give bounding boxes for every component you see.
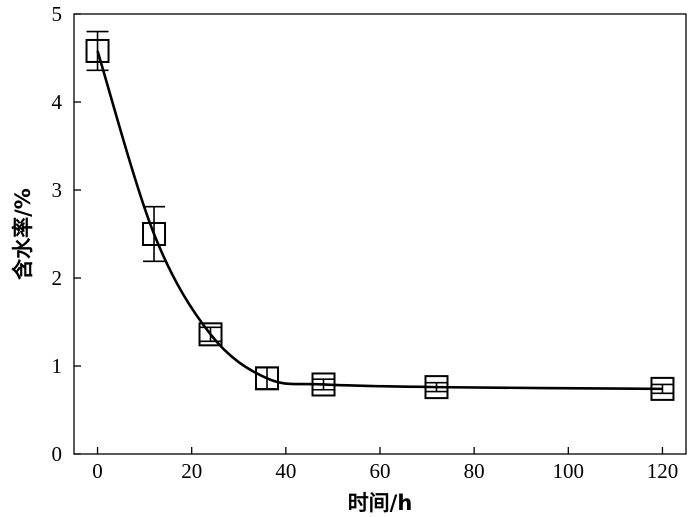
data-point-square xyxy=(311,372,336,397)
plot-frame xyxy=(73,13,687,455)
data-markers xyxy=(85,38,675,401)
error-bar xyxy=(312,378,335,391)
data-point-square xyxy=(255,366,280,391)
error-bar xyxy=(143,205,166,263)
x-tick-label: 100 xyxy=(553,459,585,483)
y-axis-title: 含水率/% xyxy=(11,188,35,280)
error-bar xyxy=(651,383,674,395)
error-bar xyxy=(256,366,279,390)
data-point-square xyxy=(85,38,110,63)
error-bar xyxy=(199,326,222,343)
error-bars xyxy=(86,30,674,395)
data-point-square xyxy=(650,376,675,401)
x-tick-label: 120 xyxy=(647,459,679,483)
data-point-square xyxy=(198,322,223,347)
y-tick-label: 4 xyxy=(52,90,63,114)
error-bar xyxy=(425,381,448,393)
x-tick-label: 0 xyxy=(92,459,103,483)
x-tick-label: 80 xyxy=(464,459,485,483)
y-tick-label: 2 xyxy=(52,266,63,290)
x-tick-label: 40 xyxy=(275,459,296,483)
y-tick-label: 1 xyxy=(52,354,63,378)
y-tick-label: 0 xyxy=(52,442,63,466)
data-point-square xyxy=(142,222,167,246)
fit-curve xyxy=(96,50,663,391)
y-tick-label: 3 xyxy=(52,178,63,202)
x-tick-label: 20 xyxy=(181,459,202,483)
data-point-square xyxy=(424,375,449,400)
error-bar xyxy=(86,30,109,72)
x-tick-label: 60 xyxy=(370,459,391,483)
x-axis-title: 时间/h xyxy=(348,491,413,515)
ticks-layer: 0 20 40 60 80 100 120 0 1 2 3 4 5 xyxy=(52,2,679,483)
y-tick-label: 5 xyxy=(52,2,63,26)
